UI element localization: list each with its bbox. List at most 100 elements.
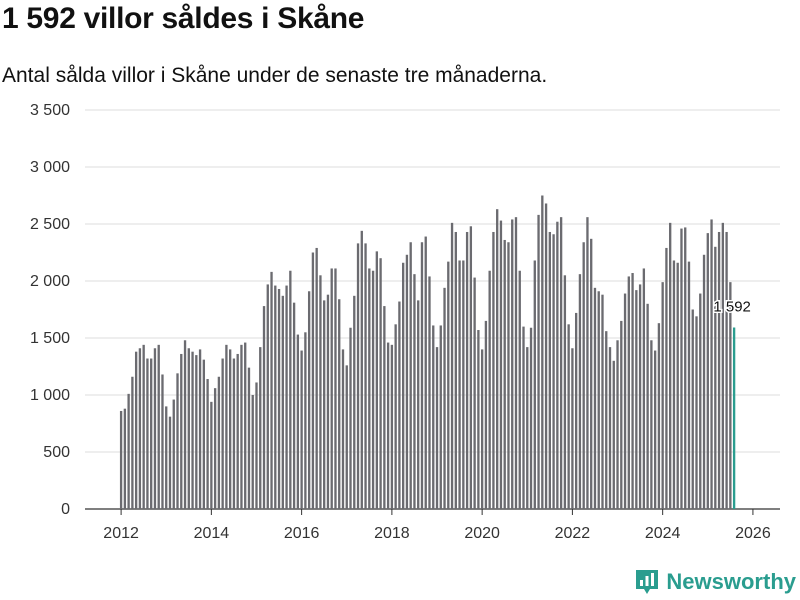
bar <box>424 236 427 510</box>
bar <box>631 273 634 509</box>
bar <box>537 214 540 509</box>
bar <box>398 301 401 509</box>
bar <box>420 242 424 510</box>
bar <box>661 282 664 509</box>
x-tick-label: 2020 <box>464 525 500 542</box>
bar <box>300 350 303 509</box>
bar <box>458 260 461 509</box>
bar <box>590 238 593 509</box>
bar <box>608 347 612 509</box>
bar <box>319 275 322 509</box>
bar <box>616 340 619 509</box>
brand: Newsworthy <box>634 568 796 596</box>
bar <box>578 274 582 509</box>
bar <box>492 231 495 510</box>
bar <box>213 388 217 509</box>
bar <box>251 395 254 509</box>
bar <box>413 274 416 509</box>
bar <box>330 268 333 509</box>
bar <box>454 231 457 510</box>
bar <box>180 353 183 509</box>
bar <box>548 231 552 510</box>
bar <box>172 399 175 509</box>
x-tick-label: 2018 <box>374 525 410 542</box>
bar <box>270 271 273 509</box>
bar <box>533 260 536 509</box>
bar <box>390 344 394 509</box>
y-tick-label: 2 000 <box>30 273 70 290</box>
bar <box>326 294 330 509</box>
bar <box>168 416 172 509</box>
bar <box>567 324 570 509</box>
bar <box>142 344 145 509</box>
bar <box>323 300 326 509</box>
bar <box>623 293 627 509</box>
bar <box>473 277 476 509</box>
bar <box>187 348 190 509</box>
bar <box>274 285 277 509</box>
bar <box>383 306 386 509</box>
bar <box>620 320 623 509</box>
bar <box>221 358 224 509</box>
bar <box>544 203 548 509</box>
bar <box>371 270 375 509</box>
x-tick-label: 2016 <box>284 525 320 542</box>
bar <box>691 309 694 509</box>
bar <box>356 243 360 509</box>
bar <box>341 349 345 509</box>
y-tick-label: 500 <box>43 444 70 461</box>
bar <box>232 358 236 509</box>
bar <box>439 325 442 509</box>
newsworthy-logo-icon <box>636 570 659 594</box>
bar <box>503 239 506 509</box>
bar <box>582 242 585 510</box>
highlight-value-label: 1 592 <box>713 299 751 316</box>
y-tick-label: 0 <box>61 501 70 518</box>
bar <box>379 258 382 509</box>
bar <box>409 242 412 510</box>
bar <box>514 217 518 509</box>
bar <box>428 276 431 509</box>
bar <box>695 316 698 509</box>
bar <box>394 324 397 509</box>
bar <box>447 261 450 509</box>
bar <box>612 360 615 509</box>
bar <box>605 331 608 509</box>
bar <box>401 262 405 509</box>
bar <box>721 222 725 510</box>
x-tick-label: 2026 <box>735 525 771 542</box>
bar <box>571 348 574 509</box>
bar <box>665 247 668 509</box>
bar <box>281 295 284 509</box>
y-tick-label: 3 500 <box>30 102 70 119</box>
bar <box>119 410 123 509</box>
bar <box>292 302 296 509</box>
bar <box>368 268 371 509</box>
bar <box>469 226 473 509</box>
bar <box>307 291 311 509</box>
bar <box>725 231 728 510</box>
bar <box>134 351 138 509</box>
bar <box>669 222 672 510</box>
bar <box>563 275 567 509</box>
bar <box>146 358 149 509</box>
bar <box>435 347 439 509</box>
bar <box>240 344 243 509</box>
bar <box>277 288 281 509</box>
bar <box>638 284 642 509</box>
bar <box>687 261 691 509</box>
bar <box>153 348 157 509</box>
bar <box>488 270 491 509</box>
bar <box>345 365 348 509</box>
bar <box>499 220 503 509</box>
y-tick-label: 1 500 <box>30 330 70 347</box>
bar <box>627 276 630 509</box>
bar <box>206 379 209 509</box>
x-tick-label: 2022 <box>555 525 591 542</box>
bar <box>262 306 266 509</box>
bar <box>289 270 292 509</box>
bar <box>315 247 318 509</box>
bar <box>706 233 709 509</box>
bar <box>127 393 130 509</box>
bar <box>236 353 239 509</box>
